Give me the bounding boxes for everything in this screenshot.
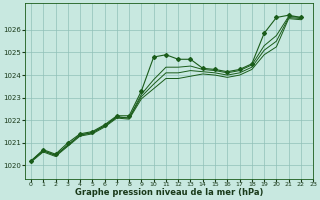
X-axis label: Graphe pression niveau de la mer (hPa): Graphe pression niveau de la mer (hPa) [75,188,263,197]
